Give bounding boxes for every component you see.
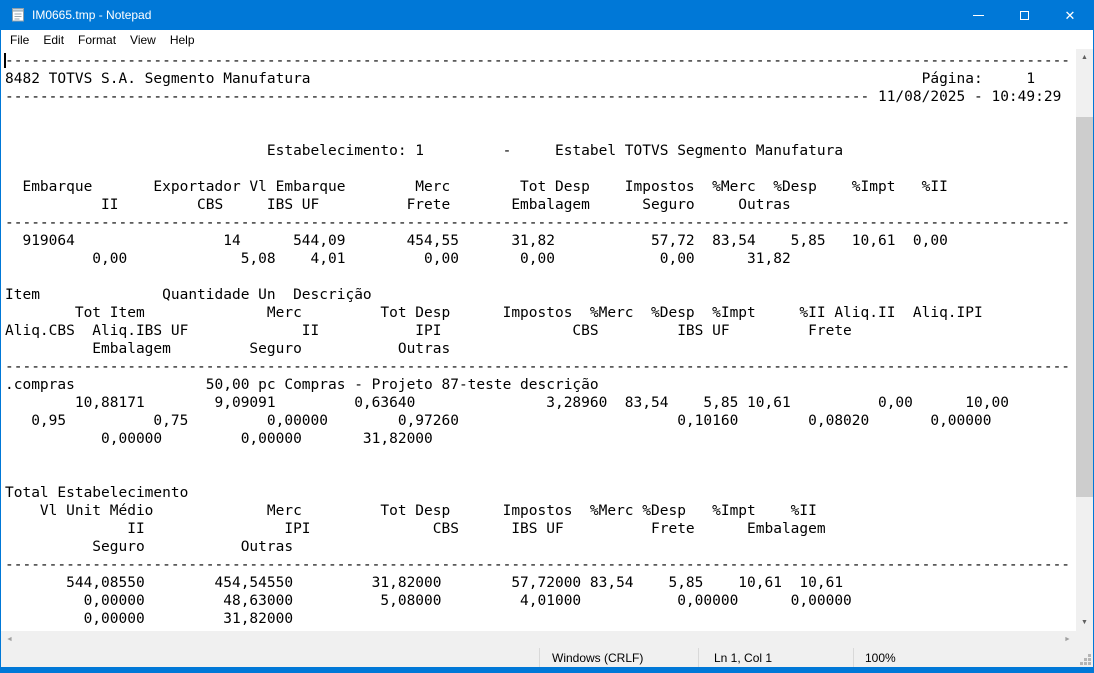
text-caret — [4, 53, 6, 68]
status-zoom-level: 100% — [853, 648, 1093, 667]
window-title: IM0665.tmp - Notepad — [32, 8, 152, 22]
vertical-scroll-thumb[interactable] — [1076, 117, 1093, 497]
status-line-ending: Windows (CRLF) — [539, 648, 698, 667]
maximize-button[interactable] — [1001, 0, 1047, 30]
menu-help[interactable]: Help — [169, 32, 195, 47]
scroll-down-icon[interactable]: ▼ — [1081, 619, 1088, 626]
close-icon: ✕ — [1064, 7, 1076, 23]
status-spacer — [1, 648, 539, 667]
text-editor-area[interactable]: ----------------------------------------… — [1, 49, 1076, 631]
menu-format[interactable]: Format — [78, 32, 117, 47]
horizontal-scrollbar[interactable]: ◄ ► — [1, 631, 1076, 648]
scrollbar-corner — [1076, 631, 1093, 648]
minimize-icon — [972, 14, 984, 16]
status-cursor-position: Ln 1, Col 1 — [698, 648, 853, 667]
menu-edit[interactable]: Edit — [43, 32, 65, 47]
vertical-scrollbar[interactable]: ▲ ▼ — [1076, 49, 1093, 631]
scroll-up-icon[interactable]: ▲ — [1081, 54, 1088, 61]
document-text[interactable]: ----------------------------------------… — [5, 53, 1071, 627]
maximize-icon — [1019, 10, 1029, 20]
window-controls: ✕ — [955, 0, 1093, 30]
close-button[interactable]: ✕ — [1047, 0, 1093, 30]
menu-view[interactable]: View — [130, 32, 156, 47]
menu-bar: File Edit Format View Help — [1, 30, 1093, 49]
status-bar: Windows (CRLF) Ln 1, Col 1 100% — [1, 648, 1093, 667]
menu-file[interactable]: File — [10, 32, 30, 47]
zoom-value: 100% — [865, 650, 896, 665]
minimize-button[interactable] — [955, 0, 1001, 30]
window-bottom-border — [1, 667, 1093, 673]
resize-grip[interactable] — [1088, 662, 1091, 665]
scroll-right-icon[interactable]: ► — [1064, 636, 1071, 643]
notepad-icon[interactable] — [10, 7, 26, 23]
scroll-left-icon[interactable]: ◄ — [6, 636, 13, 643]
title-bar[interactable]: IM0665.tmp - Notepad ✕ — [1, 0, 1093, 30]
